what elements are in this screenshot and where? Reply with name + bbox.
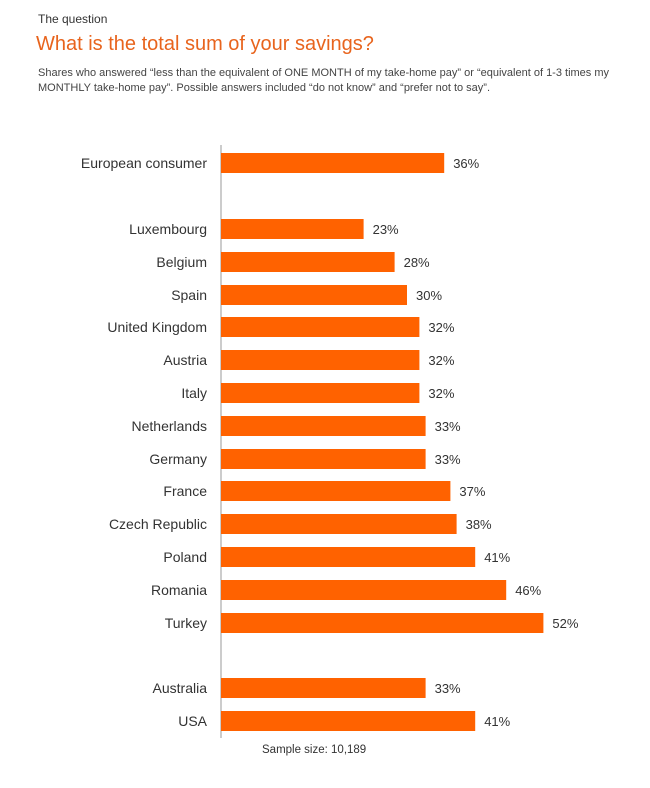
bar-european-consumer (221, 153, 445, 173)
data-label-czech-republic: 38% (466, 517, 492, 532)
category-label-australia: Australia (153, 680, 208, 696)
category-label-spain: Spain (171, 287, 207, 303)
category-label-czech-republic: Czech Republic (109, 516, 207, 532)
bar-turkey (221, 613, 544, 633)
category-label-netherlands: Netherlands (132, 418, 208, 434)
category-label-luxembourg: Luxembourg (129, 221, 207, 237)
data-label-spain: 30% (416, 288, 442, 303)
bar-spain (221, 285, 407, 305)
bar-australia (221, 678, 426, 698)
data-label-belgium: 28% (404, 255, 430, 270)
data-label-turkey: 52% (552, 616, 578, 631)
category-label-united-kingdom: United Kingdom (107, 319, 207, 335)
data-label-romania: 46% (515, 583, 541, 598)
category-label-austria: Austria (163, 352, 207, 368)
bar-netherlands (221, 416, 426, 436)
data-label-italy: 32% (428, 386, 454, 401)
bar-italy (221, 383, 420, 403)
data-label-poland: 41% (484, 550, 510, 565)
bar-luxembourg (221, 219, 364, 239)
data-label-european-consumer: 36% (453, 156, 479, 171)
bar-france (221, 481, 451, 501)
data-label-united-kingdom: 32% (428, 320, 454, 335)
bar-united-kingdom (221, 317, 420, 337)
category-label-france: France (163, 483, 207, 499)
bar-austria (221, 350, 420, 370)
bar-romania (221, 580, 507, 600)
sample-size-text: Sample size: 10,189 (262, 744, 367, 756)
category-label-turkey: Turkey (165, 615, 207, 631)
data-label-austria: 32% (428, 353, 454, 368)
kicker-text: The question (38, 12, 108, 26)
category-label-european-consumer: European consumer (81, 155, 207, 171)
data-label-france: 37% (459, 484, 485, 499)
category-label-romania: Romania (151, 582, 207, 598)
data-label-netherlands: 33% (435, 419, 461, 434)
data-label-usa: 41% (484, 714, 510, 729)
category-label-usa: USA (178, 713, 207, 729)
bar-czech-republic (221, 514, 457, 534)
bar-usa (221, 711, 476, 731)
data-label-luxembourg: 23% (373, 222, 399, 237)
chart-subtitle: Shares who answered “less than the equiv… (38, 67, 610, 94)
category-label-poland: Poland (163, 549, 207, 565)
bar-poland (221, 547, 476, 567)
bar-germany (221, 449, 426, 469)
bar-belgium (221, 252, 395, 272)
category-label-belgium: Belgium (156, 254, 207, 270)
data-label-germany: 33% (435, 452, 461, 467)
category-label-italy: Italy (181, 385, 207, 401)
category-label-germany: Germany (149, 451, 207, 467)
chart-title: What is the total sum of your savings? (36, 33, 374, 55)
data-label-australia: 33% (435, 681, 461, 696)
